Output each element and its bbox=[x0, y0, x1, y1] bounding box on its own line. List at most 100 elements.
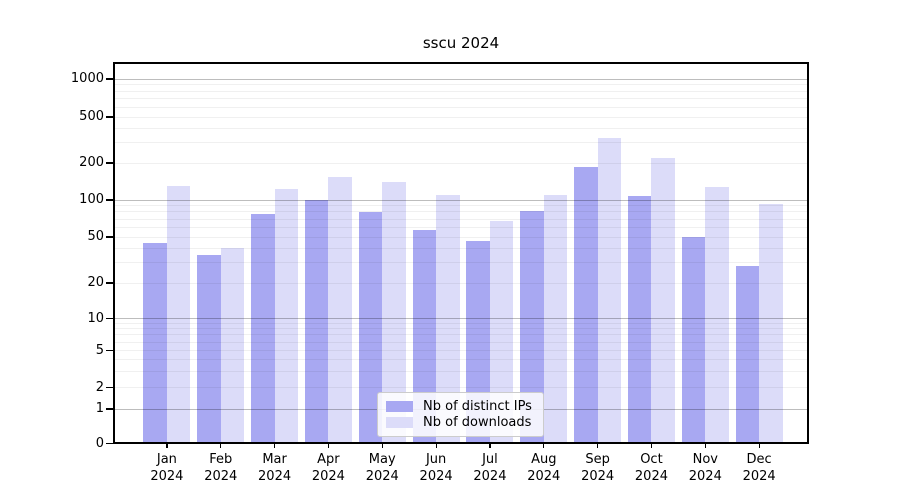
x-tick-month: Aug bbox=[531, 452, 557, 467]
gridline-minor bbox=[113, 350, 809, 351]
bar-distinct-ips bbox=[681, 237, 706, 444]
x-tick-year: 2024 bbox=[527, 469, 561, 484]
x-axis-tick-label: Jan 2024 bbox=[139, 451, 195, 485]
x-axis-tick-label: Nov 2024 bbox=[677, 451, 733, 485]
x-tick-month: Sep bbox=[585, 452, 610, 467]
gridline-minor bbox=[113, 84, 809, 86]
gridline-minor bbox=[113, 282, 809, 284]
x-axis-tick-label: Aug 2024 bbox=[516, 451, 572, 485]
y-axis-tick-label: 20 bbox=[87, 275, 104, 290]
bar-downloads bbox=[489, 220, 514, 444]
x-tick-mark bbox=[435, 444, 437, 448]
x-tick-month: May bbox=[368, 452, 396, 467]
bar-distinct-ips bbox=[520, 210, 544, 444]
bar-downloads bbox=[543, 194, 568, 444]
bar-downloads bbox=[328, 176, 352, 444]
x-tick-year: 2024 bbox=[365, 469, 399, 484]
x-tick-mark bbox=[650, 444, 653, 448]
x-tick-year: 2024 bbox=[634, 469, 668, 484]
gridline-minor bbox=[113, 387, 809, 388]
gridline-minor bbox=[113, 359, 809, 360]
gridline-minor bbox=[113, 127, 809, 129]
x-tick-year: 2024 bbox=[742, 469, 776, 484]
y-axis-tick-label: 0 bbox=[95, 435, 104, 451]
legend-swatch-downloads bbox=[386, 417, 413, 429]
chart-title: sscu 2024 bbox=[422, 34, 500, 52]
x-axis-tick-label: Oct 2024 bbox=[623, 451, 679, 485]
y-axis-tick-label: 10 bbox=[87, 310, 104, 326]
legend-label-distinct-ips: Nb of distinct IPs bbox=[423, 398, 532, 414]
x-axis-tick-label: Mar 2024 bbox=[247, 451, 303, 485]
bar-downloads bbox=[220, 248, 245, 444]
bar-downloads bbox=[759, 203, 783, 444]
y-tick-mark bbox=[106, 78, 113, 80]
x-tick-mark bbox=[327, 444, 330, 448]
x-tick-mark bbox=[758, 444, 760, 448]
x-tick-mark bbox=[543, 444, 545, 448]
x-axis-tick-label: May 2024 bbox=[354, 451, 410, 485]
bar-distinct-ips bbox=[735, 266, 760, 444]
y-tick-mark bbox=[106, 199, 113, 201]
bar-downloads bbox=[382, 182, 406, 444]
x-axis-tick-label: Jul 2024 bbox=[462, 451, 518, 485]
gridline-minor bbox=[113, 116, 809, 118]
x-axis-tick-label: Feb 2024 bbox=[193, 451, 249, 485]
y-tick-mark bbox=[106, 349, 113, 352]
x-tick-month: Apr bbox=[317, 452, 340, 467]
x-tick-mark bbox=[166, 444, 168, 448]
legend-item: Nb of distinct IPs bbox=[386, 399, 535, 414]
y-tick-mark bbox=[106, 408, 113, 410]
gridline-minor bbox=[113, 370, 809, 372]
x-tick-mark bbox=[597, 444, 599, 448]
x-tick-mark bbox=[489, 444, 491, 448]
gridline-major bbox=[113, 318, 809, 319]
legend-item: Nb of downloads bbox=[386, 415, 535, 430]
y-axis-tick-label: 5 bbox=[95, 342, 104, 358]
bar-downloads bbox=[166, 185, 191, 444]
gridline-major bbox=[113, 78, 809, 80]
gridline-minor bbox=[113, 334, 809, 336]
gridline-minor bbox=[113, 211, 809, 213]
gridline-minor bbox=[113, 322, 809, 324]
bar-distinct-ips bbox=[412, 230, 437, 444]
y-axis-tick-label: 50 bbox=[87, 229, 104, 244]
x-tick-mark bbox=[381, 444, 383, 448]
bar-downloads bbox=[651, 158, 675, 444]
y-axis-tick-label: 200 bbox=[79, 155, 104, 170]
y-tick-mark bbox=[106, 317, 113, 320]
y-tick-mark bbox=[106, 236, 113, 238]
x-tick-month: Jul bbox=[482, 452, 498, 467]
legend-label-downloads: Nb of downloads bbox=[423, 415, 532, 431]
x-tick-year: 2024 bbox=[419, 469, 453, 484]
gridline-minor bbox=[113, 262, 809, 264]
x-axis-tick-label: Apr 2024 bbox=[300, 451, 356, 485]
x-tick-year: 2024 bbox=[688, 469, 722, 484]
x-tick-month: Mar bbox=[262, 452, 287, 467]
gridline-minor bbox=[113, 218, 809, 220]
y-tick-mark bbox=[106, 386, 113, 389]
gridline-major bbox=[113, 199, 809, 201]
gridline-minor bbox=[113, 236, 809, 238]
gridline-minor bbox=[113, 341, 809, 343]
gridline-minor bbox=[113, 98, 809, 100]
x-tick-mark bbox=[704, 444, 706, 448]
y-axis-tick-label: 100 bbox=[79, 192, 104, 207]
y-axis-tick-label: 1 bbox=[95, 401, 104, 416]
x-tick-year: 2024 bbox=[581, 469, 615, 484]
x-tick-month: Oct bbox=[640, 452, 663, 467]
bar-distinct-ips bbox=[197, 254, 221, 444]
bar-distinct-ips bbox=[143, 243, 167, 444]
bar-distinct-ips bbox=[304, 200, 329, 444]
x-axis-tick-label: Dec 2024 bbox=[731, 451, 787, 485]
legend: Nb of distinct IPs Nb of downloads bbox=[377, 392, 544, 437]
gridline-minor bbox=[113, 247, 809, 249]
gridline-minor bbox=[113, 162, 809, 164]
gridline-minor bbox=[113, 106, 809, 108]
legend-swatch-distinct-ips bbox=[386, 400, 413, 412]
bar-downloads bbox=[597, 137, 622, 444]
x-tick-month: Nov bbox=[692, 452, 718, 467]
x-tick-month: Jan bbox=[156, 452, 177, 467]
gridline-minor bbox=[113, 205, 809, 207]
y-tick-mark bbox=[106, 282, 113, 284]
